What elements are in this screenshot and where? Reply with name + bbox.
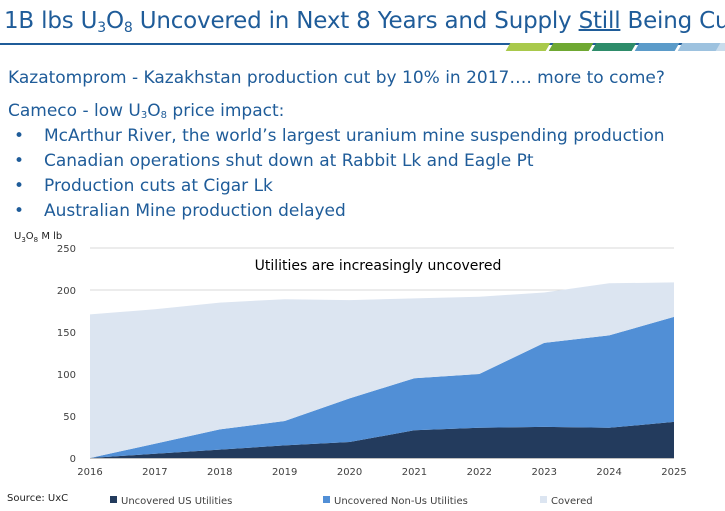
- legend-label: Covered: [551, 496, 593, 507]
- y-axis-label-text: M lb: [38, 231, 62, 242]
- bullet-dot: •: [14, 176, 25, 196]
- x-tick-label: 2023: [531, 467, 556, 478]
- title-stripe: [591, 43, 637, 51]
- chart-title: Utilities are increasingly uncovered: [255, 258, 502, 274]
- cameco-subscript: 3: [140, 110, 148, 121]
- bullet-text: Production cuts at Cigar Lk: [44, 176, 273, 196]
- title-subscript: 3: [97, 20, 106, 36]
- bullet-text: Australian Mine production delayed: [44, 201, 346, 221]
- x-tick-label: 2022: [467, 467, 492, 478]
- x-tick-label: 2020: [337, 467, 362, 478]
- legend-swatch: [323, 496, 330, 503]
- uranium-coverage-chart: 0 50 100 150 200 250 2016 2017 2018 2019 2020 2021 2…: [14, 231, 687, 507]
- area-series-2: [90, 316, 674, 458]
- y-axis-label-text: U: [14, 231, 21, 242]
- bullet-dot: •: [14, 151, 25, 171]
- x-tick-label: 2018: [207, 467, 232, 478]
- legend-label: Uncovered Non-Us Utilities: [334, 496, 468, 507]
- title-subscript: 8: [123, 20, 133, 36]
- bullet-text: McArthur River, the world’s largest uran…: [44, 126, 665, 146]
- title-stripe: [548, 43, 594, 51]
- cameco-text: Cameco - low U: [8, 101, 141, 121]
- cameco-line: Cameco - low U3O8 price impact:: [8, 101, 284, 121]
- x-tick-label: 2021: [402, 467, 427, 478]
- y-tick-label: 250: [57, 244, 76, 255]
- legend-swatch: [540, 496, 547, 503]
- bullet-dot: •: [14, 201, 25, 221]
- cameco-subscript: 8: [160, 110, 168, 121]
- y-axis-label: U3O8 M lb: [14, 231, 62, 244]
- title-emphasis: Still: [578, 8, 621, 34]
- title-text: Uncovered in Next 8 Years and Supply: [132, 8, 579, 34]
- x-tick-label: 2019: [272, 467, 297, 478]
- title-text: 1B lbs U: [4, 8, 98, 34]
- bullet-dot: •: [14, 126, 25, 146]
- x-tick-label: 2024: [596, 467, 621, 478]
- slide-title: 1B lbs U3O8 Uncovered in Next 8 Years an…: [4, 8, 725, 36]
- x-tick-label: 2016: [77, 467, 102, 478]
- legend-swatch: [110, 496, 117, 503]
- cameco-text: O: [147, 101, 161, 121]
- title-stripe: [634, 43, 680, 51]
- y-tick-label: 100: [57, 370, 76, 381]
- y-tick-label: 0: [70, 454, 76, 465]
- kazatomprom-line: Kazatomprom - Kazakhstan production cut …: [8, 68, 665, 88]
- legend-label: Uncovered US Utilities: [121, 496, 232, 507]
- x-tick-label: 2017: [142, 467, 167, 478]
- y-tick-label: 50: [63, 412, 76, 423]
- area-series-1: [90, 421, 674, 458]
- bullet-text: Canadian operations shut down at Rabbit …: [44, 151, 534, 171]
- x-tick-label: 2025: [661, 467, 686, 478]
- title-text: O: [105, 8, 124, 34]
- title-rule: [0, 43, 725, 45]
- y-axis-label-subscript: 3: [21, 236, 25, 244]
- title-stripe: [505, 43, 551, 51]
- y-axis-label-text: O: [26, 231, 34, 242]
- source-note: Source: UxC: [7, 493, 69, 504]
- y-tick-label: 200: [57, 286, 76, 297]
- y-axis-label-subscript: 8: [34, 236, 38, 244]
- area-series-3: [90, 282, 674, 458]
- y-tick-label: 150: [57, 328, 76, 339]
- cameco-text: price impact:: [167, 101, 285, 121]
- title-text: Being Cut: [627, 8, 725, 34]
